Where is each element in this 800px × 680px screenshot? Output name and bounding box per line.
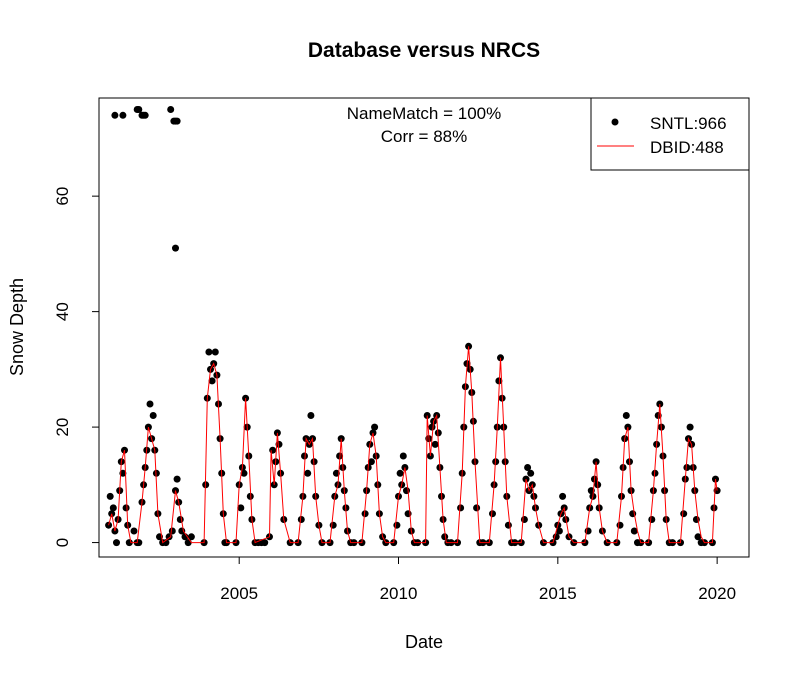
x-axis-label: Date [405,632,443,652]
y-axis: 0 20 40 60 [53,187,100,547]
legend-marker-sntl [611,118,619,126]
data-point-sntl [173,117,181,125]
data-point-sntl [616,521,624,529]
data-point-sntl [371,423,379,431]
plot-area [105,106,721,547]
data-point-sntl [683,464,691,471]
data-point-sntl [149,412,157,419]
data-point-sntl [261,539,269,547]
legend-label-sntl: SNTL:966 [650,114,727,133]
data-point-sntl [109,504,117,512]
data-point-sntl [399,452,407,460]
data-point-sntl [361,510,369,518]
x-tick-label: 2005 [220,584,258,603]
data-point-sntl [172,244,179,252]
data-point-sntl [332,469,340,477]
data-point-sntl [113,539,120,547]
y-tick-label: 20 [53,418,72,437]
x-tick-label: 2020 [698,584,736,603]
data-point-sntl [584,527,592,535]
x-tick-label: 2015 [539,584,577,603]
data-point-sntl [559,492,567,500]
data-point-sntl [694,533,702,541]
data-point-sntl [431,440,439,448]
legend-label-dbid: DBID:488 [650,138,724,157]
data-point-sntl [393,521,401,529]
data-point-sntl [367,458,375,466]
data-point-sntl [269,446,277,454]
x-axis: 2005 2010 2015 2020 [220,556,736,603]
data-point-sntl [301,452,308,460]
series-line-dbid [108,346,718,544]
data-point-sntl [187,533,195,541]
data-point-sntl [396,469,404,477]
data-point-sntl [168,527,176,535]
y-axis-label: Snow Depth [7,278,27,376]
data-point-sntl [208,377,216,385]
data-point-sntl [555,527,563,535]
data-point-sntl [428,423,436,431]
data-point-sntl [307,412,315,419]
data-point-sntl [111,111,119,119]
data-point-sntl [167,106,175,113]
annotation-correlation: Corr = 88% [381,127,467,146]
data-point-sntl [622,412,630,419]
data-point-sntl [176,516,184,523]
data-point-sntl [130,527,138,535]
data-point-sntl [504,521,512,529]
annotation-name-match: NameMatch = 100% [347,104,502,123]
data-point-sntl [457,504,465,512]
data-point-sntl [441,533,449,541]
data-point-sntl [527,469,535,477]
data-point-sntl [473,504,481,512]
data-point-sntl [403,487,410,495]
data-point-sntl [146,400,154,408]
data-point-sntl [106,492,114,500]
y-tick-label: 40 [53,302,72,321]
data-point-sntl [329,521,337,529]
data-point-sntl [211,348,219,356]
data-point-sntl [122,504,130,512]
data-point-sntl [630,527,638,535]
data-point-sntl [524,464,532,471]
y-tick-label: 0 [53,538,72,547]
data-point-sntl [648,516,656,523]
data-point-sntl [141,111,149,119]
y-tick-label: 60 [53,187,72,206]
data-point-sntl [135,106,143,113]
data-point-sntl [173,475,181,483]
data-point-sntl [237,504,245,512]
data-point-sntl [686,423,694,431]
legend: SNTL:966 DBID:488 [590,97,750,171]
data-point-sntl [162,539,170,547]
legend-box [590,97,750,171]
data-point-sntl [304,469,312,477]
data-point-sntl [297,516,305,523]
data-point-sntl [119,111,127,119]
data-point-sntl [495,377,503,385]
data-point-sntl [205,348,213,356]
data-point-sntl [489,510,496,518]
x-tick-label: 2010 [380,584,418,603]
data-point-sntl [240,469,248,477]
data-point-sntl [520,516,528,523]
chart-title: Database versus NRCS [308,39,540,62]
data-point-sntl [680,510,688,518]
data-point-sntl [434,429,442,437]
